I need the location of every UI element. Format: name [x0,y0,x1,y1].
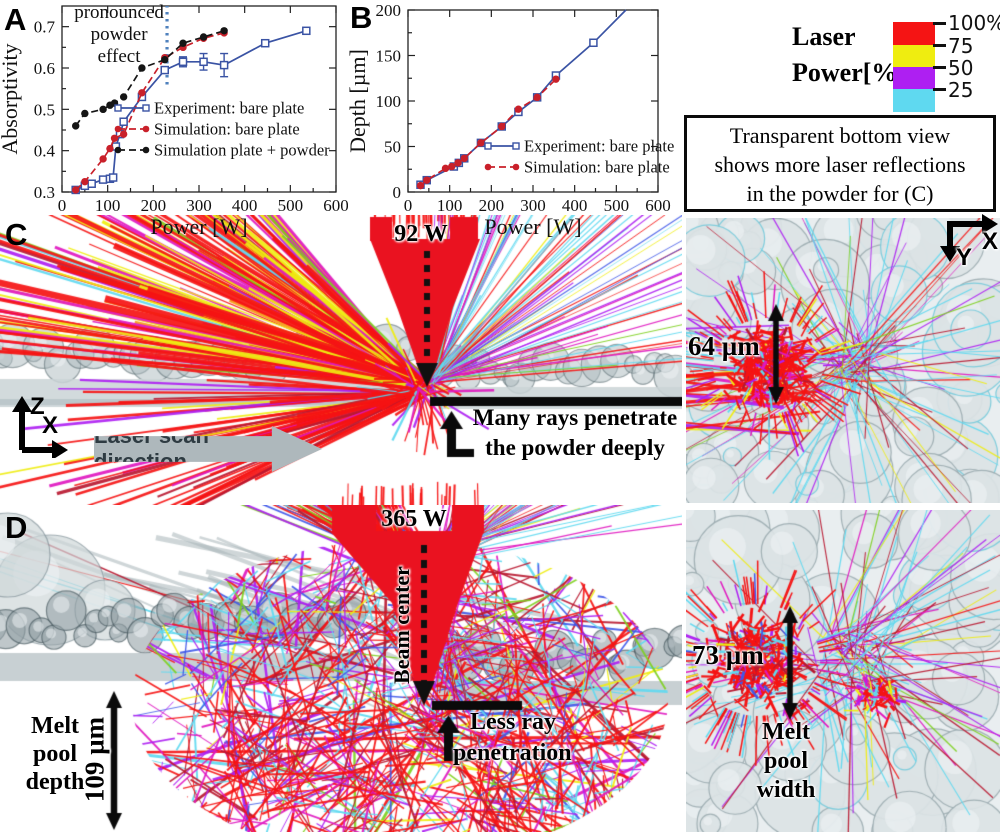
colorbar-label-75: 75 [948,34,974,58]
svg-text:0.4: 0.4 [34,142,56,161]
inset-y-axis-label: Y [956,244,973,271]
svg-text:50: 50 [384,138,401,157]
colorbar-title-line2: Power[%] [792,58,907,87]
svg-text:effect: effect [98,46,142,67]
panel-d-render [0,505,682,832]
svg-text:200: 200 [141,196,167,215]
svg-text:0.6: 0.6 [34,59,55,78]
svg-text:powder: powder [91,24,149,45]
depth-109-label: 109 µm [79,716,110,803]
colorbar-segment-100-75 [893,22,935,45]
colorbar-segment-75-50 [893,45,935,67]
svg-text:0.3: 0.3 [34,183,55,202]
svg-text:Experiment: bare plate: Experiment: bare plate [154,99,304,118]
svg-text:0.7: 0.7 [34,18,56,37]
colorbar-segment-50-25 [893,67,935,89]
svg-text:200: 200 [479,196,505,215]
svg-text:100: 100 [95,196,121,215]
svg-text:400: 400 [562,196,588,215]
svg-text:500: 500 [278,196,304,215]
melt-width-64-label: 64 µm [688,331,760,361]
melt-width-73-label: 73 µm [692,640,764,670]
panel-d-bottom-view-render [686,510,1000,832]
panel-c-power-label: 92 W [394,221,448,247]
colorbar-tick [933,88,946,91]
absorptivity-chart: 0 100 200 300 400 500 6000.30.40.50.60.7Power … [0,2,348,238]
colorbar-tick [933,66,946,69]
colorbar-label-50: 50 [948,56,974,80]
panel-d-power-label: 365 W [381,506,447,532]
panel-c-bottom-view-render [686,218,1000,503]
colorbar-title-line1: Laser [792,22,856,51]
panel-d-penetration-line2: penetration [453,740,572,766]
svg-text:Depth [µm]: Depth [µm] [348,49,370,153]
melt-pool-depth-label: Melt pool depth [25,713,85,795]
svg-text:Absorptivity: Absorptivity [0,43,22,154]
colorbar-label-100: 100% [948,11,1000,35]
panel-b-label: B [350,0,373,35]
svg-text:300: 300 [186,196,212,215]
svg-text:150: 150 [376,47,402,66]
beam-center-label: Beam center [389,566,414,684]
melt-pool-width-label: Melt pool width [756,719,816,803]
svg-text:Experiment: bare plate: Experiment: bare plate [524,137,674,156]
svg-text:pronounced: pronounced [74,2,164,23]
note-line2: shows more laser reflections [714,152,966,177]
colorbar-segment-under-25 [893,89,935,112]
svg-text:600: 600 [645,196,671,215]
svg-text:200: 200 [376,1,402,20]
svg-text:300: 300 [520,196,546,215]
note-line3: in the powder for (C) [746,181,934,206]
panel-d-penetration-line1: Less ray [470,709,556,735]
svg-text:500: 500 [604,196,630,215]
x-axis-label: X [42,412,59,439]
svg-text:Simulation: bare plate: Simulation: bare plate [524,158,670,177]
svg-text:600: 600 [323,196,348,215]
svg-text:100: 100 [437,196,463,215]
svg-text:Simulation plate + powder: Simulation plate + powder [154,141,330,160]
panel-a-label: A [4,2,27,37]
note-line1: Transparent bottom view [729,123,951,148]
colorbar-tick [933,22,946,25]
panel-d-label: D [5,510,28,545]
svg-text:0: 0 [58,196,67,215]
panel-c-penetration-note: Many rays penetrate the powder deeply [472,405,678,460]
svg-text:0: 0 [393,183,402,202]
colorbar-label-25: 25 [948,78,974,102]
inset-x-axis-label: X [982,228,999,255]
colorbar-tick [933,44,946,47]
svg-text:0.5: 0.5 [34,100,55,119]
svg-text:Simulation: bare plate: Simulation: bare plate [154,120,300,139]
panel-c-label: C [5,217,28,252]
note-box: Transparent bottom view shows more laser… [684,115,996,212]
z-axis-label: Z [30,393,45,420]
svg-text:100: 100 [376,92,402,111]
svg-text:400: 400 [232,196,258,215]
svg-text:0: 0 [404,196,413,215]
